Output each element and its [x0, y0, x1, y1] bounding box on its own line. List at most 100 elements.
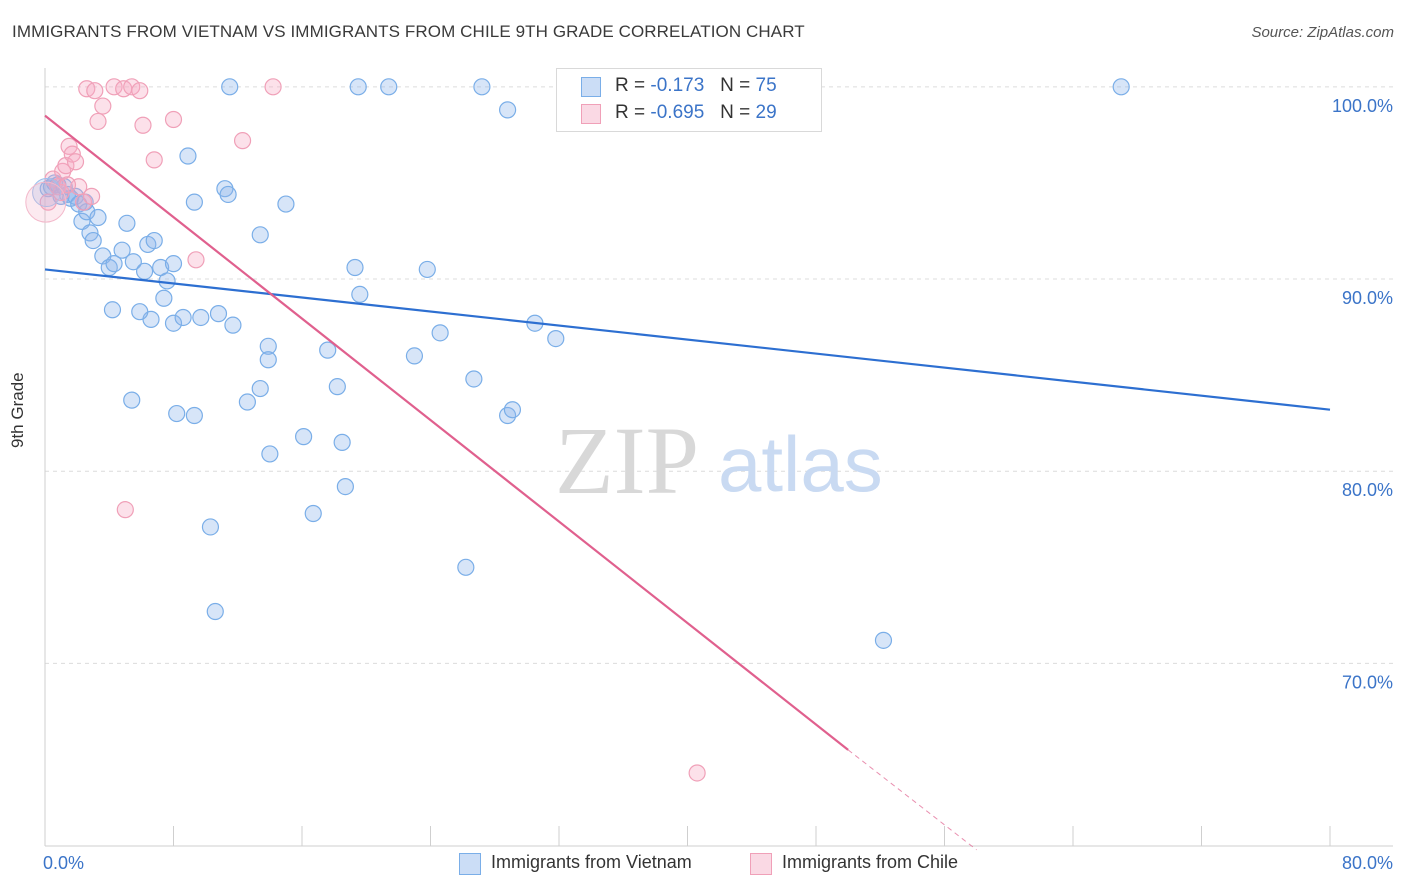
point-chile	[264, 78, 282, 96]
legend-n-label: N =	[720, 75, 751, 96]
point-vietnam	[131, 303, 149, 321]
point-vietnam	[192, 308, 210, 327]
point-vietnam	[380, 78, 398, 96]
trend-lines	[44, 114, 1331, 851]
point-vietnam	[336, 477, 354, 496]
point-vietnam	[206, 602, 224, 621]
legend-swatch-chile	[581, 104, 601, 124]
point-vietnam	[874, 631, 893, 649]
point-vietnam	[124, 253, 142, 271]
watermark-atlas: atlas	[718, 420, 883, 508]
point-vietnam	[277, 195, 295, 213]
point-vietnam	[251, 379, 269, 398]
legend-n-value-chile: 29	[755, 102, 777, 123]
point-vietnam	[224, 316, 242, 334]
point-vietnam	[319, 341, 337, 359]
point-vietnam	[418, 260, 436, 279]
point-vietnam	[349, 78, 367, 96]
point-vietnam	[164, 314, 183, 332]
y-tick-label: 70.0%	[1342, 672, 1393, 692]
point-vietnam	[221, 78, 239, 96]
legend-r-value-vietnam: -0.173	[650, 75, 705, 96]
trend-line-chile	[44, 114, 849, 751]
legend-box: R = -0.173 N = 75 R = -0.695 N = 29	[556, 68, 822, 132]
legend-n-label: N =	[720, 102, 751, 123]
point-vietnam	[405, 347, 424, 365]
point-vietnam	[473, 78, 491, 96]
point-vietnam	[261, 445, 279, 463]
point-vietnam	[155, 289, 173, 307]
point-chile	[94, 97, 112, 115]
trend-line-vietnam	[44, 268, 1331, 411]
point-vietnam	[503, 401, 522, 419]
y-tick-label: 80.0%	[1342, 480, 1393, 500]
point-chile	[134, 116, 152, 134]
point-vietnam	[238, 393, 256, 411]
point-chile	[82, 187, 101, 205]
point-vietnam	[201, 518, 220, 536]
point-chile	[116, 501, 134, 519]
point-vietnam	[431, 324, 449, 342]
point-vietnam	[259, 337, 277, 355]
source-label: Source: ZipAtlas.com	[1251, 24, 1394, 41]
point-chile	[131, 82, 149, 100]
point-chile	[145, 151, 163, 169]
legend-swatch-vietnam	[581, 77, 601, 97]
legend-label-chile: Immigrants from Chile	[782, 852, 959, 872]
point-vietnam	[185, 406, 203, 425]
point-vietnam	[295, 428, 313, 446]
point-vietnam	[351, 285, 369, 303]
point-vietnam	[158, 272, 176, 290]
point-chile	[86, 82, 104, 100]
point-vietnam	[251, 226, 269, 244]
point-vietnam	[89, 208, 107, 227]
legend-n-value-vietnam: 75	[755, 75, 777, 96]
legend-r-label: R =	[615, 102, 646, 123]
point-chile	[164, 110, 183, 129]
point-vietnam	[174, 308, 192, 327]
trend-line-chile-extrapolated	[847, 749, 977, 851]
point-vietnam	[333, 433, 351, 451]
point-chile	[233, 132, 252, 150]
y-axis-label: 9th Grade	[8, 372, 27, 448]
x-tick-label: 0.0%	[43, 853, 84, 873]
axes	[44, 68, 1393, 847]
point-chile	[25, 181, 67, 223]
legend-swatch-chile	[750, 853, 772, 875]
point-vietnam	[123, 391, 141, 409]
point-vietnam	[328, 378, 346, 396]
point-vietnam	[209, 305, 228, 323]
point-vietnam	[259, 351, 277, 369]
y-tick-label: 100.0%	[1332, 96, 1393, 116]
point-vietnam	[168, 404, 186, 423]
point-vietnam	[346, 258, 364, 277]
point-vietnam	[499, 101, 517, 119]
watermark-zip: ZIP	[555, 407, 699, 514]
legend-label-vietnam: Immigrants from Vietnam	[491, 852, 692, 872]
point-vietnam	[145, 231, 163, 250]
point-vietnam	[103, 301, 122, 319]
y-tick-label: 90.0%	[1342, 288, 1393, 308]
point-chile	[123, 78, 141, 96]
point-vietnam	[1112, 78, 1130, 96]
data-points	[25, 78, 1130, 782]
point-vietnam	[547, 330, 565, 348]
legend-r-value-chile: -0.695	[650, 102, 705, 123]
legend-r-label: R =	[615, 75, 646, 96]
x-tick-label: 80.0%	[1342, 853, 1393, 873]
point-vietnam	[84, 231, 102, 250]
point-vietnam	[105, 255, 123, 273]
point-vietnam	[164, 255, 183, 273]
tick-labels: 100.0% 90.0% 80.0% 70.0% 0.0% 80.0%	[43, 96, 1393, 873]
point-vietnam	[185, 193, 203, 211]
point-vietnam	[304, 504, 322, 523]
legend-swatch-vietnam	[459, 853, 481, 875]
point-chile	[688, 764, 706, 782]
point-vietnam	[179, 147, 197, 165]
grid-lines	[45, 86, 1393, 664]
point-chile	[58, 176, 77, 194]
point-vietnam	[465, 370, 483, 388]
point-vietnam	[118, 214, 136, 232]
point-vietnam	[219, 185, 237, 204]
chart-title: IMMIGRANTS FROM VIETNAM VS IMMIGRANTS FR…	[12, 22, 805, 41]
